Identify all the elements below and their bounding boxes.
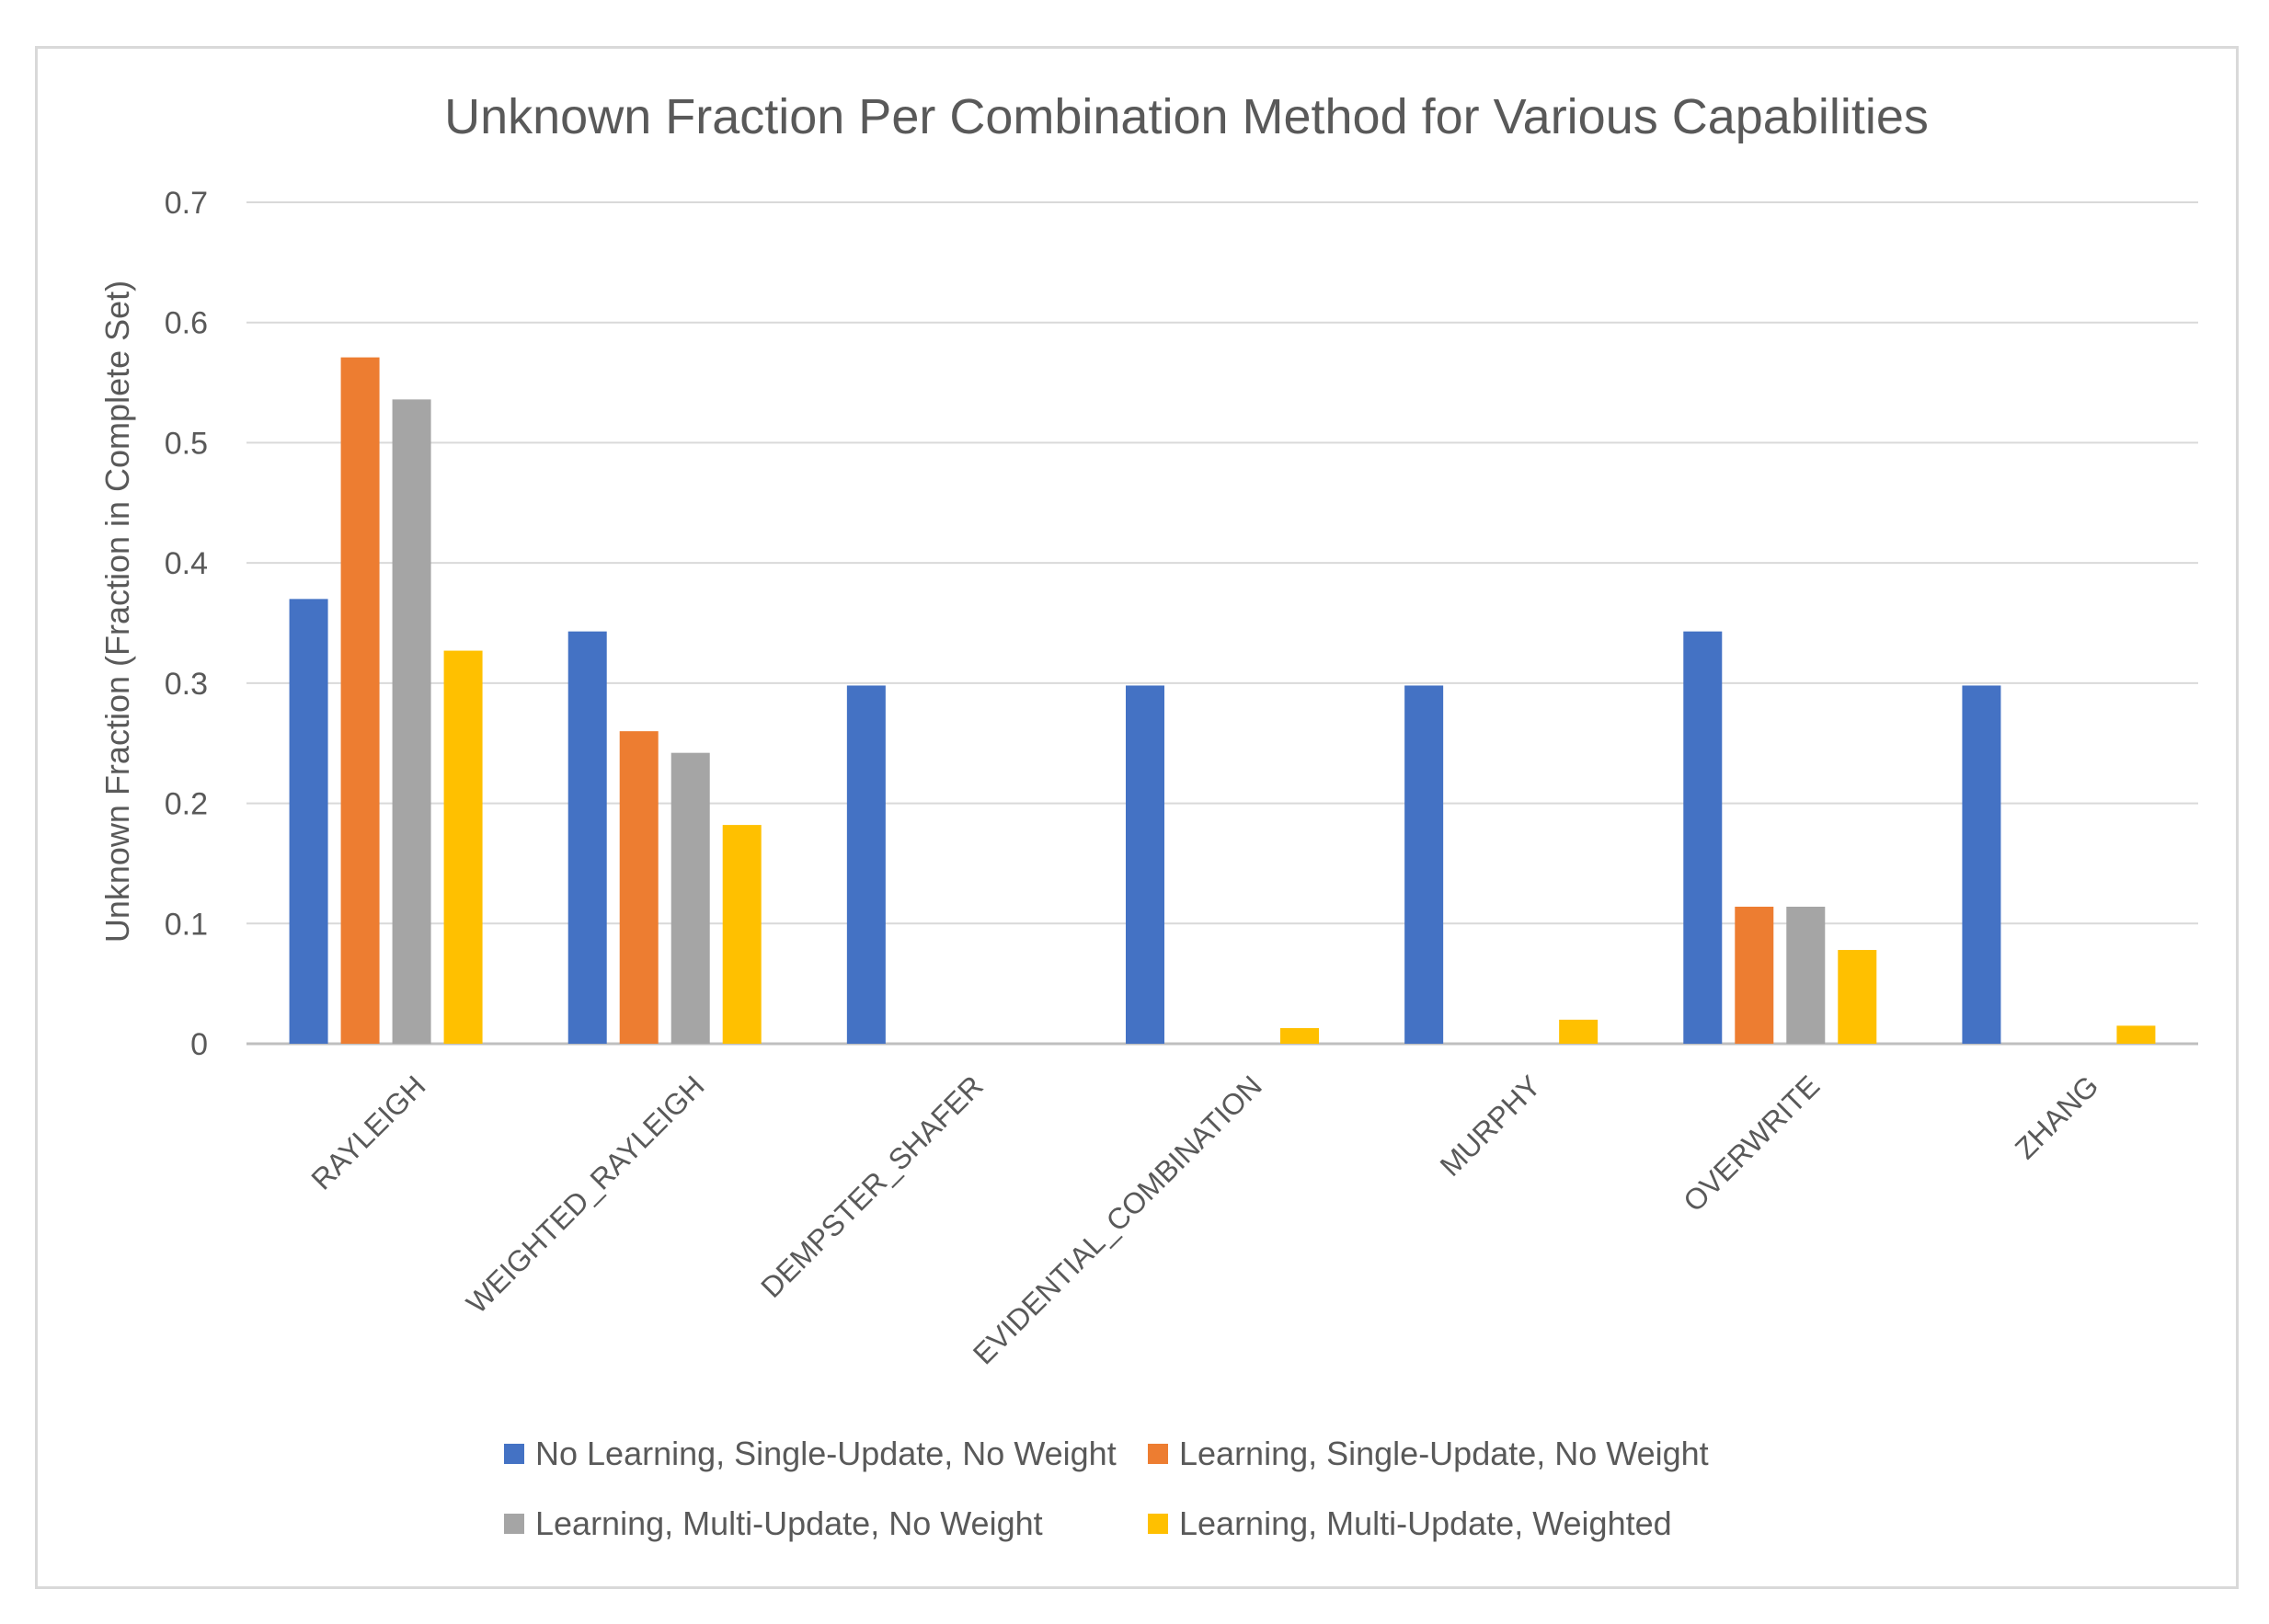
x-axis-ticks: RAYLEIGH WEIGHTED_RAYLEIGH DEMPSTER_SHAFER… — [304, 1069, 2104, 1370]
bar — [1838, 950, 1877, 1044]
bar — [1280, 1028, 1319, 1044]
chart-title: Unknown Fraction Per Combination Method … — [444, 89, 1929, 144]
bar — [567, 631, 607, 1044]
x-tick-label: DEMPSTER_SHAFER — [754, 1069, 990, 1304]
bar — [670, 752, 710, 1044]
gridlines — [246, 201, 2198, 1046]
bar — [392, 399, 431, 1044]
bar — [1126, 685, 1164, 1044]
bar — [722, 825, 762, 1044]
y-tick-label: 0.6 — [165, 306, 208, 341]
legend-label-series-3: Learning, Multi-Update, No Weight — [535, 1504, 1043, 1542]
y-tick-label: 0.1 — [165, 907, 208, 942]
bar — [443, 650, 483, 1044]
y-tick-label: 0.3 — [165, 667, 208, 702]
legend-item-series-4: Learning, Multi-Update, Weighted — [1148, 1504, 1672, 1543]
legend-swatch-series-1 — [504, 1444, 524, 1464]
bar — [1962, 685, 2001, 1044]
legend-item-series-1: No Learning, Single-Update, No Weight — [504, 1435, 1117, 1473]
bar — [1404, 685, 1444, 1044]
x-tick-label: EVIDENTIAL_COMBINATION — [967, 1069, 1268, 1370]
y-axis-label: Unknown Fraction (Fraction in Complete S… — [98, 280, 136, 943]
legend-swatch-series-4 — [1148, 1514, 1168, 1534]
y-tick-label: 0.5 — [165, 426, 208, 461]
legend-swatch-series-2 — [1148, 1444, 1168, 1464]
legend-label-series-2: Learning, Single-Update, No Weight — [1179, 1435, 1709, 1472]
x-tick-label: WEIGHTED_RAYLEIGH — [460, 1069, 711, 1320]
bar — [340, 357, 380, 1044]
bar — [619, 731, 659, 1044]
y-axis-ticks: 0 0.1 0.2 0.3 0.4 0.5 0.6 0.7 — [165, 186, 208, 1062]
x-tick-label: ZHANG — [2009, 1069, 2105, 1165]
legend-label-series-4: Learning, Multi-Update, Weighted — [1179, 1504, 1672, 1542]
bar — [846, 685, 886, 1044]
legend-swatch-series-3 — [504, 1514, 524, 1534]
y-tick-label: 0.4 — [165, 546, 208, 581]
y-tick-label: 0.2 — [165, 787, 208, 822]
x-tick-label: OVERWRITE — [1677, 1069, 1826, 1218]
bar — [1559, 1019, 1599, 1044]
bar — [1735, 906, 1774, 1044]
bars — [289, 357, 2156, 1044]
x-tick-label: MURPHY — [1434, 1069, 1548, 1183]
legend-label-series-1: No Learning, Single-Update, No Weight — [535, 1435, 1117, 1472]
y-tick-label: 0 — [190, 1027, 208, 1062]
x-tick-label: RAYLEIGH — [304, 1069, 431, 1195]
legend-item-series-3: Learning, Multi-Update, No Weight — [504, 1504, 1043, 1543]
bar — [1786, 906, 1826, 1044]
bar — [2116, 1025, 2156, 1044]
y-tick-label: 0.7 — [165, 186, 208, 221]
legend-item-series-2: Learning, Single-Update, No Weight — [1148, 1435, 1709, 1473]
bar — [289, 599, 328, 1044]
bar — [1683, 631, 1723, 1044]
